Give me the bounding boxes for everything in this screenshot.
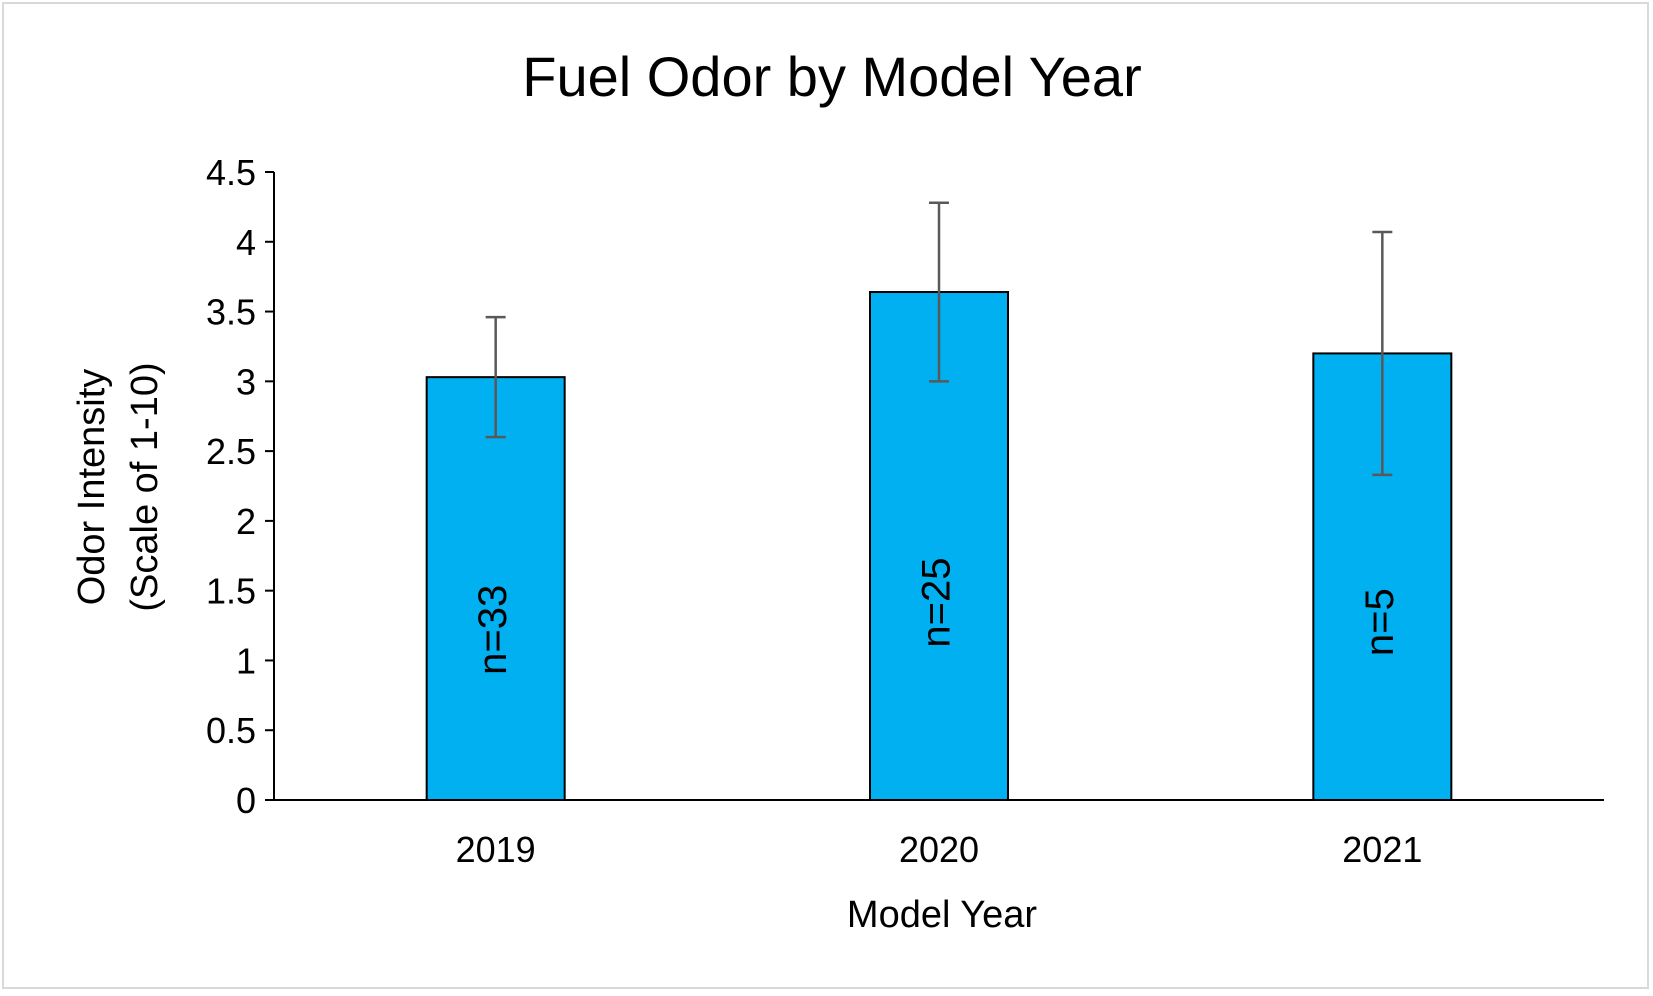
y-tick-label: 0.5 bbox=[206, 710, 256, 751]
y-tick-label: 4.5 bbox=[206, 152, 256, 193]
error-bar-2021 bbox=[1372, 230, 1393, 477]
bar-data-label: n=5 bbox=[1358, 588, 1402, 656]
error-bar-2019 bbox=[485, 315, 506, 439]
y-tick-label: 1.5 bbox=[206, 571, 256, 612]
error-bar-2020 bbox=[929, 201, 949, 383]
y-tick-label: 1 bbox=[236, 640, 256, 681]
chart-title: Fuel Odor by Model Year bbox=[522, 45, 1141, 108]
x-tick-label: 2019 bbox=[456, 829, 536, 870]
y-tick-label: 3.5 bbox=[206, 292, 256, 333]
x-tick-label: 2021 bbox=[1342, 829, 1422, 870]
x-axis-label: Model Year bbox=[847, 894, 1037, 936]
bar-chart: Fuel Odor by Model Year Odor Intensity (… bbox=[71, 45, 1604, 936]
x-axis-ticks: 2019 2020 2021 bbox=[456, 829, 1423, 870]
y-tick-label: 2.5 bbox=[206, 431, 256, 472]
y-axis-label-line-2: (Scale of 1-10) bbox=[124, 362, 166, 611]
bar-data-labels: n=33 n=25 n=5 bbox=[471, 558, 1402, 675]
x-tick-label: 2020 bbox=[899, 829, 979, 870]
y-axis-label-line-1: Odor Intensity bbox=[71, 369, 113, 606]
y-tick-label: 0 bbox=[236, 780, 256, 821]
y-axis-ticks: 0 0.5 1 1.5 2 2.5 3 3.5 4 4.5 bbox=[206, 152, 274, 821]
error-bars bbox=[485, 201, 1393, 477]
y-tick-label: 3 bbox=[236, 361, 256, 402]
y-axis-label: Odor Intensity (Scale of 1-10) bbox=[71, 362, 166, 611]
bar-data-label: n=25 bbox=[915, 558, 959, 648]
bar-data-label: n=33 bbox=[471, 585, 515, 675]
y-tick-label: 4 bbox=[236, 222, 256, 263]
y-tick-label: 2 bbox=[236, 501, 256, 542]
